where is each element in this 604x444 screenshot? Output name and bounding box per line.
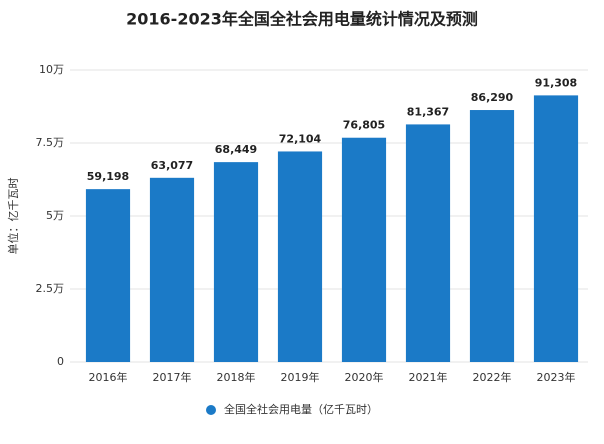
x-tick-label: 2020年	[345, 370, 384, 384]
value-label: 86,290	[471, 91, 514, 104]
x-tick-label: 2021年	[409, 370, 448, 384]
value-label: 72,104	[279, 132, 322, 145]
legend-label: 全国全社会用电量（亿千瓦时）	[224, 402, 378, 416]
x-tick-label: 2023年	[537, 370, 576, 384]
value-label: 59,198	[87, 170, 129, 183]
bar	[85, 189, 131, 362]
y-tick-label: 0	[57, 355, 64, 368]
value-label: 76,805	[343, 119, 385, 132]
bar	[277, 151, 323, 362]
legend-swatch	[206, 405, 216, 415]
y-axis-label: 单位：亿千瓦时	[6, 178, 20, 255]
y-tick-label: 2.5万	[36, 282, 65, 295]
y-tick-label: 5万	[46, 209, 64, 222]
value-label: 63,077	[151, 159, 193, 172]
x-tick-label: 2017年	[153, 370, 192, 384]
x-tick-label: 2018年	[217, 370, 256, 384]
bar	[149, 177, 195, 362]
value-label: 68,449	[215, 143, 257, 156]
bar	[405, 124, 451, 363]
bar	[213, 162, 259, 362]
bar	[533, 95, 579, 362]
bar	[469, 110, 515, 362]
x-tick-label: 2019年	[281, 370, 320, 384]
x-tick-label: 2022年	[473, 370, 512, 384]
x-tick-label: 2016年	[89, 370, 128, 384]
bar	[341, 137, 387, 362]
y-tick-label: 10万	[39, 63, 64, 76]
chart-title: 2016-2023年全国全社会用电量统计情况及预测	[126, 10, 478, 29]
y-tick-label: 7.5万	[36, 136, 65, 149]
value-label: 81,367	[407, 105, 449, 118]
value-label: 91,308	[535, 76, 577, 89]
